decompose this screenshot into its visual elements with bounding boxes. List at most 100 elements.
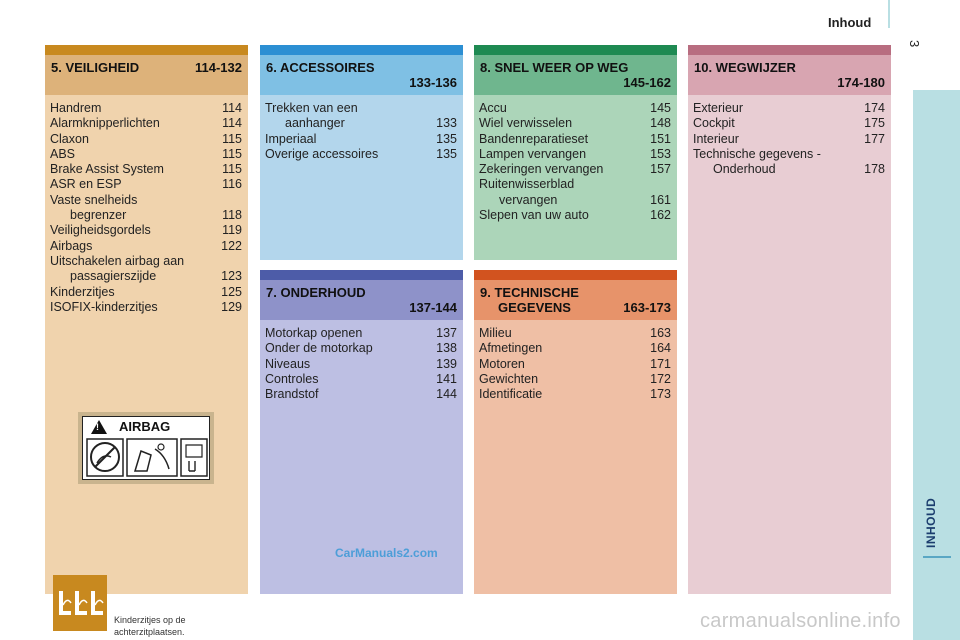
toc-entry[interactable]: Overige accessoires 135	[265, 147, 457, 162]
entry-list: Accu 145 Wiel verwisselen 148 Bandenreparati…	[479, 101, 671, 223]
toc-entry[interactable]: ABS 115	[50, 147, 242, 162]
entry-page-number: 173	[650, 387, 671, 402]
entry-label: Niveaus	[265, 356, 311, 371]
entry-page-number: 115	[222, 162, 242, 177]
entry-page-number: 135	[436, 131, 457, 146]
toc-entry[interactable]: Airbags 122	[50, 239, 242, 254]
section-body: Accu 145 Wiel verwisselen 148 Bandenreparati…	[474, 95, 677, 260]
toc-entry[interactable]: Handrem 114	[50, 101, 242, 116]
section-header: 7. ONDERHOUD 137-144	[260, 280, 463, 320]
section-technische-gegevens: 9. TECHNISCHE GEGEVENS 163-173 Milieu 163…	[474, 270, 677, 594]
section-title: 6. ACCESSOIRES	[266, 60, 375, 75]
entry-page-number: 175	[864, 116, 885, 131]
toc-entry[interactable]: Trekken van een aanhanger 133	[265, 101, 457, 132]
watermark: carmanualsonline.info	[700, 610, 901, 632]
toc-entry[interactable]: Bandenreparatieset 151	[479, 132, 671, 147]
toc-entry[interactable]: Exterieur 174	[693, 101, 885, 116]
toc-entry[interactable]: Afmetingen 164	[479, 341, 671, 356]
toc-entry[interactable]: Veiligheidsgordels 119	[50, 223, 242, 238]
entry-page-number: 118	[222, 208, 242, 223]
entry-list: Trekken van een aanhanger 133 Imperiaal 135 O…	[265, 101, 457, 162]
entry-label-continued: Onderhoud	[713, 162, 776, 177]
toc-entry[interactable]: Zekeringen vervangen 157	[479, 162, 671, 177]
page-number: 3	[907, 40, 922, 48]
toc-entry[interactable]: Claxon 115	[50, 132, 242, 147]
section-page-range: 145-162	[623, 75, 671, 90]
entry-page-number: 114	[222, 116, 242, 131]
toc-entry[interactable]: Kinderzitjes 125	[50, 285, 242, 300]
entry-label: Gewichten	[479, 371, 539, 386]
entry-page-number: 145	[650, 101, 671, 115]
toc-entry[interactable]: Slepen van uw auto 162	[479, 208, 671, 223]
toc-entry[interactable]: ASR en ESP 116	[50, 177, 242, 192]
airbag-warning-label: ! AIRBAG	[78, 412, 214, 484]
section-header: 9. TECHNISCHE GEGEVENS 163-173	[474, 280, 677, 320]
toc-entry[interactable]: Imperiaal 135	[265, 132, 457, 147]
toc-entry[interactable]: Controles 141	[265, 372, 457, 387]
entry-label: ISOFIX-kinderzitjes	[50, 299, 158, 314]
toc-entry[interactable]: Onder de motorkap 138	[265, 341, 457, 356]
toc-entry[interactable]: Ruitenwisserblad vervangen 161	[479, 177, 671, 208]
section-body: Motorkap openen 137 Onder de motorkap 138 Ni…	[260, 320, 463, 594]
toc-entry[interactable]: Accu 145	[479, 101, 671, 116]
toc-entry[interactable]: Lampen vervangen 153	[479, 147, 671, 162]
toc-entry[interactable]: Vaste snelheids begrenzer 118	[50, 193, 242, 224]
entry-label: Vaste snelheids	[50, 192, 138, 207]
entry-page-number: 125	[221, 284, 242, 299]
section-title: 9. TECHNISCHE	[480, 285, 579, 300]
section-header: 5. VEILIGHEID 114-132	[45, 55, 248, 95]
entry-page-number: 161	[650, 192, 671, 207]
toc-entry[interactable]: Cockpit 175	[693, 116, 885, 131]
entry-page-number: 129	[221, 299, 242, 314]
airbag-pictograms-icon	[86, 438, 208, 477]
entry-label: Veiligheidsgordels	[50, 223, 151, 238]
entry-label-continued: begrenzer	[70, 208, 127, 223]
entry-list: Milieu 163 Afmetingen 164 Motoren 171 Gewichte…	[479, 326, 671, 402]
toc-entry[interactable]: Interieur 177	[693, 132, 885, 147]
section-title: 10. WEGWIJZER	[694, 60, 796, 75]
section-body: Milieu 163 Afmetingen 164 Motoren 171 Gewichte…	[474, 320, 677, 594]
child-seats-icon	[53, 575, 107, 631]
toc-entry[interactable]: Identificatie 173	[479, 387, 671, 402]
site-tag-watermark: CarManuals2.com	[335, 546, 438, 560]
entry-page-number: 151	[650, 131, 671, 146]
toc-entry[interactable]: Gewichten 172	[479, 372, 671, 387]
section-header: 6. ACCESSOIRES 133-136	[260, 55, 463, 95]
section-color-bar	[45, 45, 248, 55]
entry-page-number: 133	[436, 116, 457, 131]
toc-entry[interactable]: Brandstof 144	[265, 387, 457, 402]
caption-line: achterzitplaatsen.	[114, 627, 185, 637]
section-body: Trekken van een aanhanger 133 Imperiaal 135 O…	[260, 95, 463, 260]
entry-page-number: 153	[650, 146, 671, 161]
entry-page-number: 172	[650, 371, 671, 386]
section-page-range: 174-180	[837, 75, 885, 90]
entry-label: Onder de motorkap	[265, 341, 373, 356]
entry-label: Overige accessoires	[265, 146, 379, 161]
entry-label: Uitschakelen airbag aan	[50, 253, 185, 268]
section-color-bar	[474, 270, 677, 280]
section-body: Handrem 114 Alarmknipperlichten 114 Claxon 11…	[45, 95, 248, 637]
toc-entry[interactable]: Technische gegevens - Onderhoud 178	[693, 147, 885, 178]
entry-page-number: 116	[222, 177, 242, 192]
toc-entry[interactable]: Alarmknipperlichten 114	[50, 116, 242, 131]
page-header-title: Inhoud	[828, 15, 872, 30]
section-title: 5. VEILIGHEID	[51, 60, 140, 75]
toc-entry[interactable]: Motoren 171	[479, 357, 671, 372]
entry-label: Brandstof	[265, 387, 319, 402]
airbag-label-text: AIRBAG	[119, 419, 171, 434]
entry-label: Interieur	[693, 131, 739, 146]
entry-page-number: 119	[222, 223, 242, 238]
toc-entry[interactable]: Motorkap openen 137	[265, 326, 457, 341]
toc-entry[interactable]: Wiel verwisselen 148	[479, 116, 671, 131]
toc-entry[interactable]: ISOFIX-kinderzitjes 129	[50, 300, 242, 315]
entry-label: Accu	[479, 101, 507, 115]
entry-label: Lampen vervangen	[479, 146, 587, 161]
entry-label: Ruitenwisserblad	[479, 177, 575, 192]
toc-entry[interactable]: Brake Assist System 115	[50, 162, 242, 177]
toc-entry[interactable]: Milieu 163	[479, 326, 671, 341]
child-seats-caption: Kinderzitjes op de achterzitplaatsen.	[114, 614, 186, 638]
toc-entry[interactable]: Niveaus 139	[265, 357, 457, 372]
section-onderhoud: 7. ONDERHOUD 137-144 Motorkap openen 137 O…	[260, 270, 463, 594]
section-accessoires: 6. ACCESSOIRES 133-136 Trekken van een aa…	[260, 45, 463, 260]
toc-entry[interactable]: Uitschakelen airbag aan passagierszijde 12…	[50, 254, 242, 285]
